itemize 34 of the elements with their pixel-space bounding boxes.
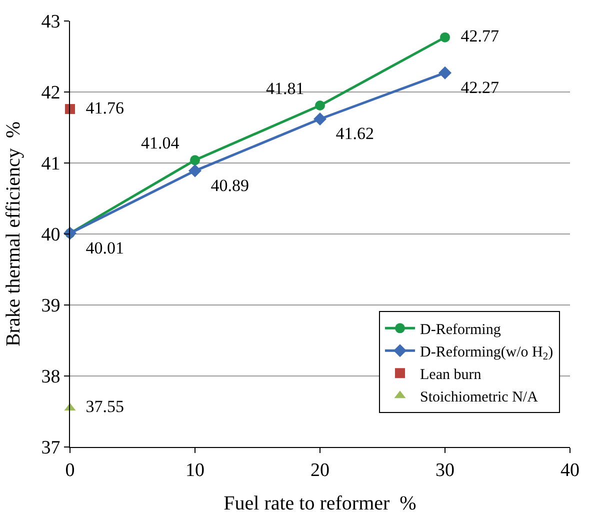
data-label: 42.27 [452, 78, 508, 97]
point [315, 100, 325, 110]
legend-label: Lean burn [420, 367, 482, 384]
data-label: 41.76 [77, 98, 132, 118]
y-tick-label: 37 [41, 438, 60, 459]
point [438, 66, 452, 80]
data-label: 41.62 [327, 124, 382, 143]
y-tick-label: 38 [41, 366, 60, 388]
data-label: 41.04 [132, 134, 188, 153]
data-label: 40.89 [202, 176, 258, 195]
point [440, 32, 450, 42]
y-tick-label: 40 [41, 224, 60, 246]
point [190, 155, 200, 166]
x-tick-label: 20 [310, 460, 330, 481]
x-axis-title: Fuel rate to reformer % [224, 492, 416, 514]
data-label: 37.55 [77, 397, 132, 416]
legend-label: D-Reforming(w/o H$_{2}$) [420, 344, 554, 363]
point [65, 104, 75, 114]
y-tick-label: 42 [41, 82, 60, 104]
legend-label: D-Reforming [420, 322, 502, 338]
y-axis-title: Brake thermal efficiency % [2, 121, 25, 347]
y-tick-label: 41 [41, 154, 60, 175]
data-label: 41.81 [258, 78, 313, 98]
x-tick-label: 0 [65, 460, 75, 481]
x-tick-label: 30 [436, 460, 454, 481]
point [188, 164, 202, 178]
data-label: 40.01 [77, 238, 132, 258]
y-tick-label: 43 [41, 12, 60, 33]
data-label: 42.77 [452, 26, 508, 46]
y-tick-label: 39 [41, 296, 60, 317]
legend-label: Stoichiometric N/A [420, 390, 538, 406]
point [314, 112, 326, 126]
x-tick-label: 40 [560, 460, 580, 481]
x-tick-label: 10 [186, 460, 204, 481]
